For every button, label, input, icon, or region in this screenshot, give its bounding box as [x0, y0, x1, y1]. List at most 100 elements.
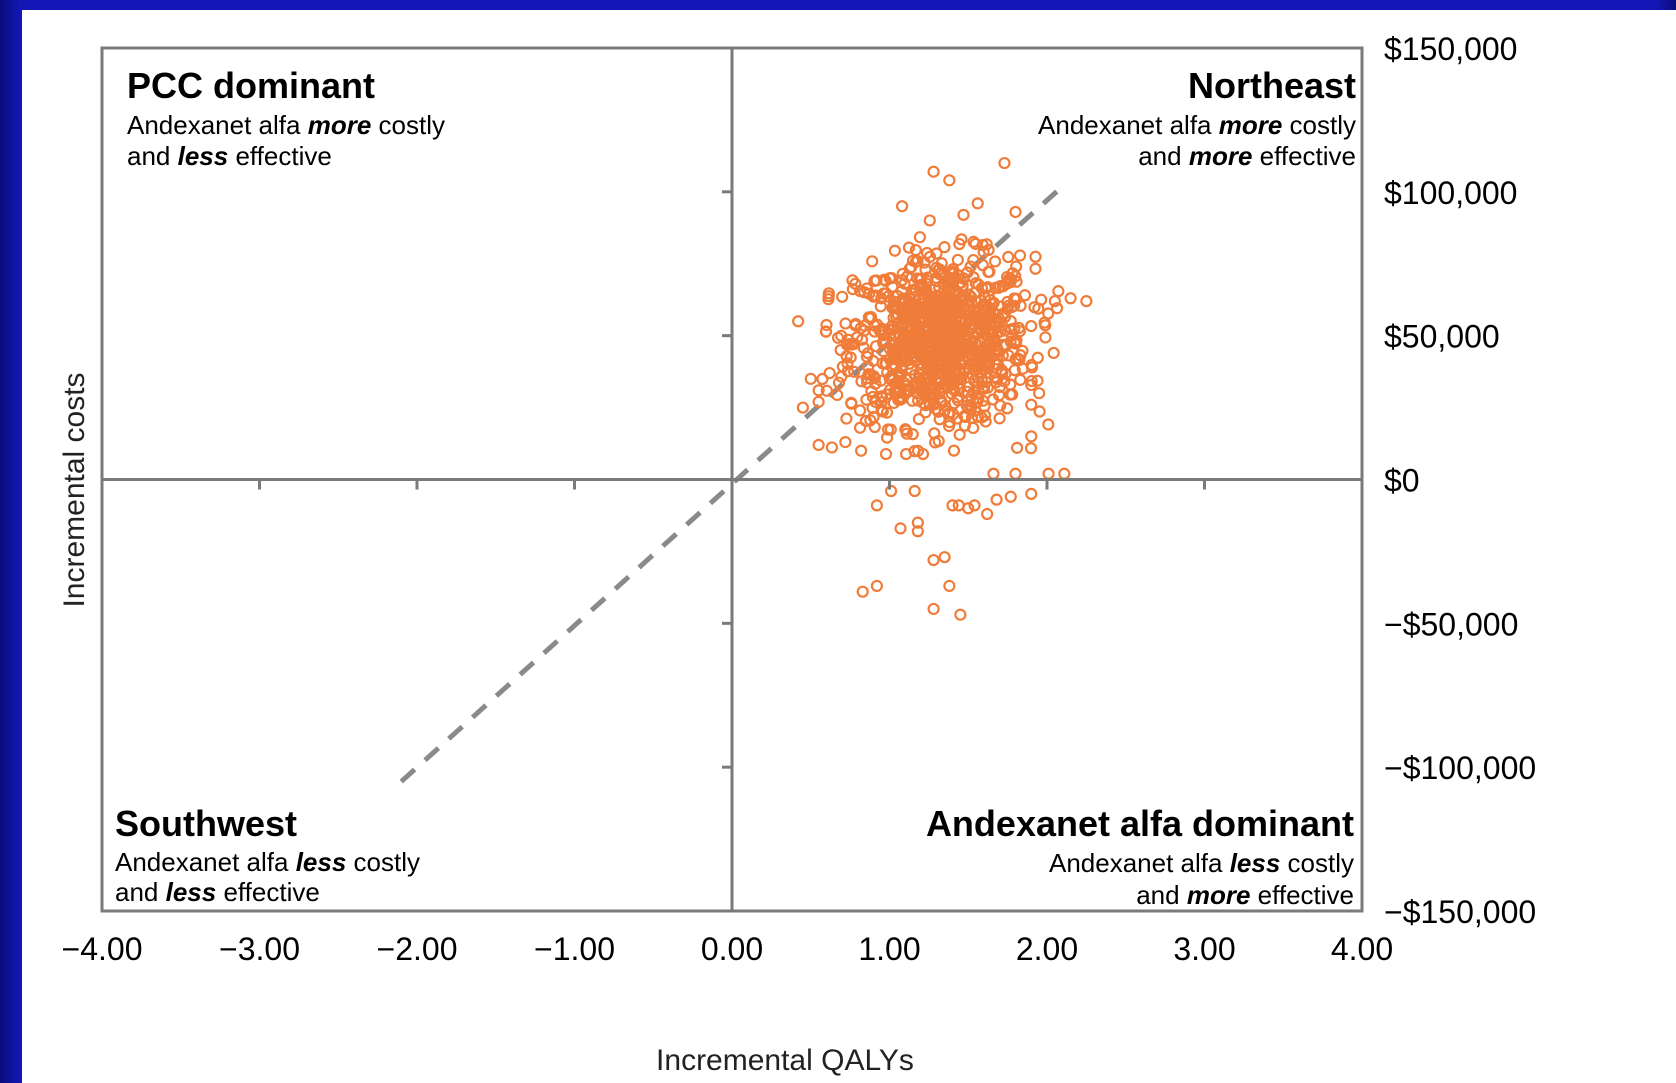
scatter-point: [1025, 430, 1038, 443]
scatter-point: [820, 384, 833, 397]
scatter-point: [1005, 323, 1018, 336]
scatter-point: [941, 332, 955, 345]
scatter-point: [1004, 490, 1017, 503]
quadrant-northeast-line1: Andexanet alfa more costly: [1038, 110, 1356, 140]
quadrant-northeast: Northeast Andexanet alfa more costly and…: [1038, 65, 1356, 171]
quadrant-northwest-title: PCC dominant: [127, 65, 375, 106]
scatter-point: [971, 371, 985, 385]
scatter-point: [971, 197, 984, 210]
scatter-point: [895, 200, 909, 213]
scatter-point: [917, 330, 930, 343]
scatter-point: [969, 336, 982, 350]
scatter-point: [925, 318, 939, 331]
scatter-point: [823, 366, 836, 380]
scatter-point: [977, 344, 990, 357]
scatter-point: [884, 383, 897, 396]
scatter-point: [1010, 260, 1023, 273]
scatter-point: [859, 414, 873, 428]
scatter-point: [951, 253, 964, 267]
scatter-point: [908, 484, 921, 498]
scatter-point: [913, 231, 927, 244]
y-tick-label: $50,000: [1384, 319, 1500, 355]
scatter-point: [875, 396, 888, 409]
scatter-point: [901, 270, 914, 283]
scatter-point: [972, 392, 985, 405]
scatter-point: [919, 399, 932, 412]
scatter-point: [998, 156, 1011, 170]
scatter-point: [916, 447, 930, 461]
scatter-point: [835, 370, 848, 383]
scatter-point: [977, 245, 990, 259]
scatter-point: [884, 484, 898, 498]
scatter-point: [1042, 418, 1055, 431]
scatter-point: [882, 290, 895, 303]
scatter-point: [906, 394, 919, 407]
x-tick-label: −4.00: [62, 931, 143, 967]
scatter-point: [1080, 295, 1093, 308]
quadrant-northwest-line1: Andexanet alfa more costly: [127, 110, 445, 140]
scatter-point: [893, 370, 906, 383]
y-tick-label: −$150,000: [1384, 894, 1536, 930]
scatter-point: [836, 290, 849, 303]
scatter-point: [871, 318, 884, 331]
scatter-point: [964, 260, 977, 273]
scatter-point: [1039, 331, 1052, 344]
scatter-point: [894, 390, 908, 404]
x-tick-label: 3.00: [1173, 931, 1235, 967]
scatter-point: [913, 368, 926, 381]
scatter-point: [832, 376, 846, 389]
scatter-point: [1035, 293, 1048, 306]
scatter-point: [812, 384, 825, 397]
x-tick-label: −3.00: [219, 931, 300, 967]
quadrant-southeast-line1: Andexanet alfa less costly: [1049, 848, 1354, 878]
scatter-point: [994, 279, 1007, 293]
scatter-point: [946, 499, 959, 512]
quadrant-southwest-title: Southwest: [115, 803, 297, 844]
scatter-point: [848, 365, 861, 378]
scatter-point: [999, 324, 1012, 337]
scatter-point: [947, 444, 961, 457]
scatter-point: [921, 271, 934, 284]
y-tick-label: $150,000: [1384, 31, 1517, 67]
scatter-point: [926, 357, 939, 370]
scatter-point: [943, 407, 956, 420]
scatter-point: [864, 310, 878, 324]
scatter-point: [932, 374, 945, 387]
scatter-point: [933, 413, 946, 426]
scatter-point: [1000, 277, 1013, 290]
scatter-point: [932, 263, 945, 276]
scatter-point: [866, 255, 879, 268]
scatter-point: [1010, 441, 1024, 454]
scatter-point: [977, 298, 990, 311]
scatter-point: [927, 602, 940, 616]
scatter-point: [953, 428, 966, 441]
scatter-point: [840, 412, 853, 425]
scatter-point: [994, 300, 1008, 313]
scatter-point: [874, 300, 887, 313]
scatter-point: [974, 323, 988, 336]
scatter-point: [899, 379, 912, 393]
scatter-point: [955, 233, 968, 246]
scatter-point: [938, 241, 951, 254]
scatter-point: [934, 312, 947, 325]
scatter-point: [912, 412, 926, 426]
scatter-point: [923, 354, 936, 367]
scatter-point: [883, 272, 896, 285]
scatter-point: [834, 343, 847, 357]
scatter-point: [1018, 289, 1032, 302]
scatter-point: [1050, 302, 1064, 315]
scatter-point: [1009, 205, 1022, 219]
scatter-point: [975, 411, 988, 424]
scatter-point: [940, 360, 953, 373]
scatter-point: [864, 414, 877, 427]
scatter-point: [875, 292, 888, 305]
scatter-point: [839, 436, 852, 449]
scatter-point: [1024, 442, 1038, 455]
scatter-point: [819, 325, 833, 338]
scatter-point: [900, 332, 913, 345]
scatter-point: [796, 401, 809, 414]
scatter-point: [910, 301, 923, 315]
scatter-point: [900, 373, 913, 386]
x-tick-label: 2.00: [1016, 931, 1078, 967]
scatter-point: [915, 272, 928, 286]
